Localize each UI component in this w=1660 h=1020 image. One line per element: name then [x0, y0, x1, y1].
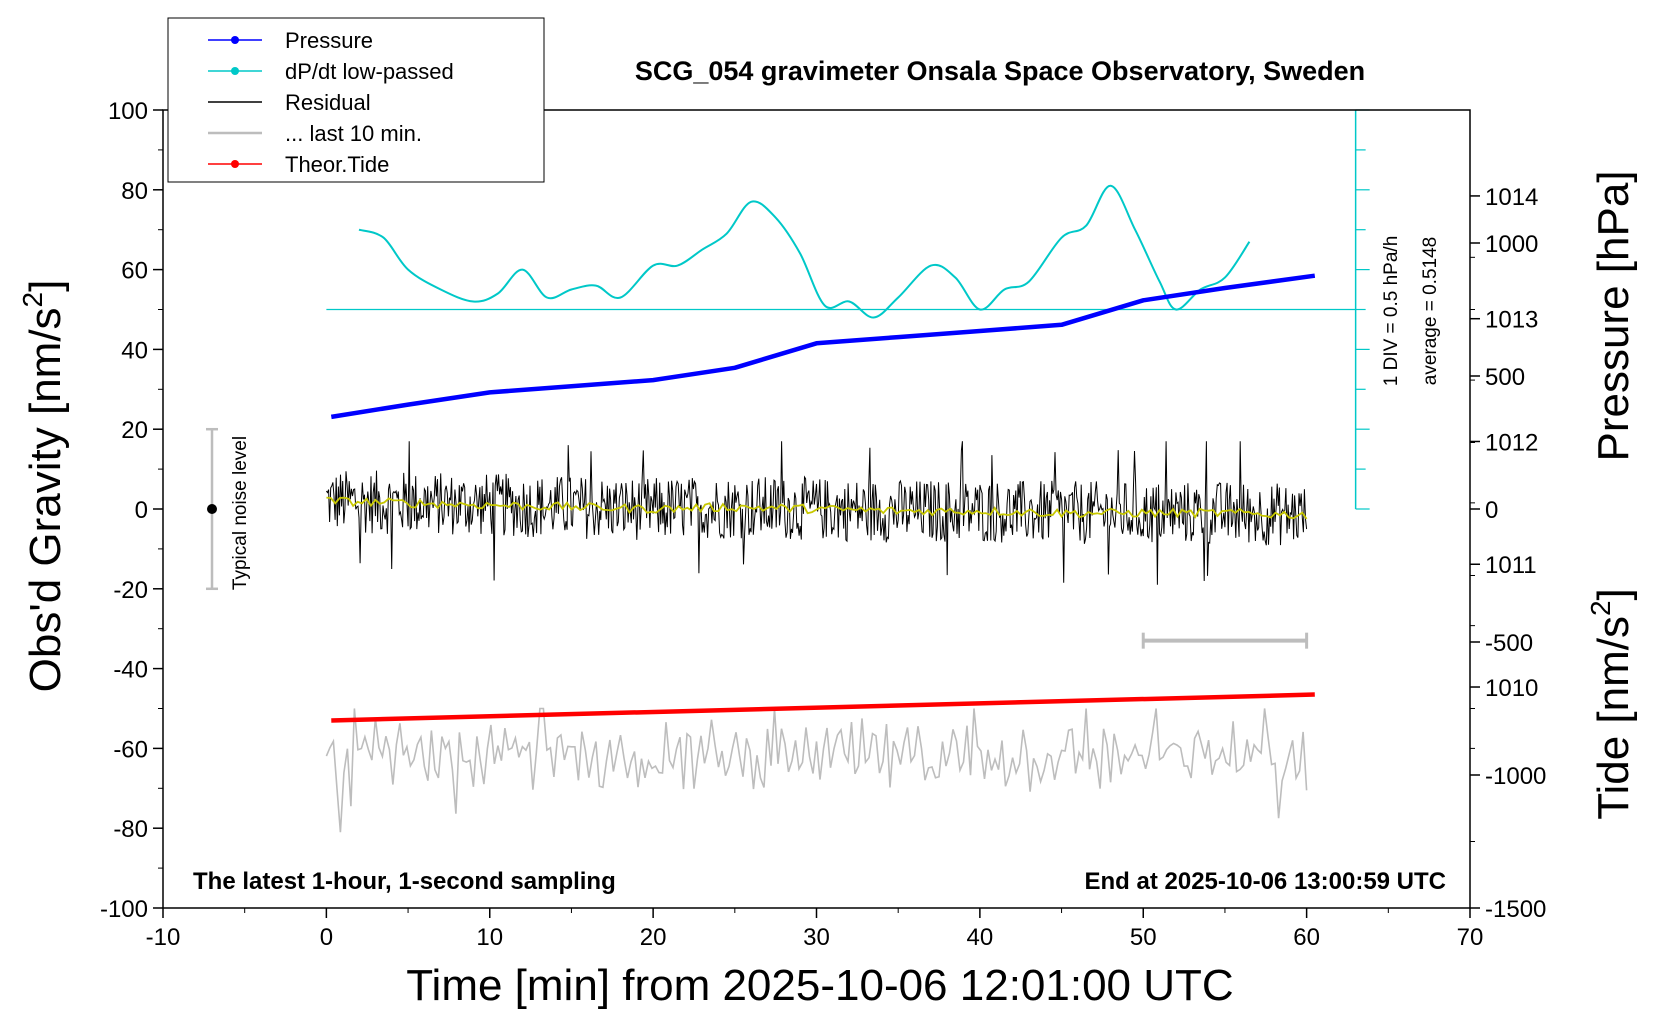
- x-tick-label: 60: [1293, 924, 1320, 951]
- tide-tick-label: 1000: [1485, 231, 1538, 258]
- last10-line: [325, 707, 1308, 833]
- tide-tick-label: -1500: [1485, 896, 1546, 923]
- x-axis-title: Time [min] from 2025-10-06 12:01:00 UTC: [406, 961, 1233, 1010]
- y-tick-label: 0: [135, 497, 148, 524]
- y-axis-title-pressure: Pressure [hPa]: [1589, 170, 1638, 461]
- legend-label: ... last 10 min.: [285, 121, 422, 146]
- dpdt-line: [358, 184, 1251, 319]
- pressure-tick-label: 1012: [1485, 429, 1538, 456]
- pressure-tick-label: 1013: [1485, 307, 1538, 334]
- noise-level-label: Typical noise level: [230, 436, 251, 590]
- legend-marker: [231, 36, 239, 44]
- legend-label: Residual: [285, 90, 371, 115]
- legend: Pressure dP/dt low-passed Residual ... last…: [167, 17, 545, 183]
- y-axis-title-left-end: ]: [21, 280, 70, 292]
- tide-tick-label: -1000: [1485, 763, 1546, 790]
- y-tick-label: -40: [113, 657, 148, 684]
- axes-layer: -10 0 10 20 30 40 50 60 70100806040200-20-40-60-…: [100, 98, 1546, 951]
- x-tick-label: 20: [640, 924, 667, 951]
- y-axis-title-tide-main: Tide [nm/s: [1589, 616, 1638, 820]
- dpdt-average-label: average = 0.5148: [1420, 237, 1441, 385]
- chart-title: SCG_054 gravimeter Onsala Space Observat…: [635, 56, 1365, 86]
- x-tick-label: 70: [1457, 924, 1484, 951]
- y-axis-title-tide: Tide [nm/s2]: [1585, 588, 1638, 820]
- legend-label: dP/dt low-passed: [285, 59, 454, 84]
- y-tick-label: 100: [108, 98, 148, 125]
- y-tick-label: 40: [121, 337, 148, 364]
- x-tick-label: 0: [320, 924, 333, 951]
- annotation-left: The latest 1-hour, 1-second sampling: [193, 868, 616, 895]
- y-axis-title-left-main: Obs'd Gravity [nm/s: [21, 307, 70, 692]
- y-tick-label: -20: [113, 577, 148, 604]
- x-tick-label: -10: [146, 924, 181, 951]
- y-tick-label: -100: [100, 896, 148, 923]
- tide-tick-label: 500: [1485, 364, 1525, 391]
- legend-label: Theor.Tide: [285, 152, 389, 177]
- y-tick-label: -80: [113, 816, 148, 843]
- y-tick-label: 80: [121, 178, 148, 205]
- x-tick-label: 30: [803, 924, 830, 951]
- tide-tick-label: 0: [1485, 497, 1498, 524]
- y-tick-label: -60: [113, 736, 148, 763]
- y-axis-title-tide-sup: 2: [1585, 600, 1616, 616]
- legend-box: [167, 17, 545, 183]
- dpdt-scale-label: 1 DIV = 0.5 hPa/h: [1381, 236, 1402, 387]
- legend-label: Pressure: [285, 28, 373, 53]
- pressure-tick-label: 1011: [1485, 552, 1537, 579]
- pressure-tick-label: 1014: [1485, 184, 1538, 211]
- tide-tick-label: -500: [1485, 630, 1533, 657]
- tide-line: [331, 692, 1315, 723]
- legend-marker: [231, 67, 239, 75]
- x-tick-label: 40: [967, 924, 994, 951]
- y-axis-title-left: Obs'd Gravity [nm/s2]: [17, 280, 70, 693]
- noise-level-center-marker: [207, 504, 218, 514]
- y-tick-label: 60: [121, 258, 148, 285]
- x-tick-label: 10: [476, 924, 503, 951]
- pressure-line: [330, 273, 1316, 420]
- series-layer: [206, 109, 1370, 833]
- residual-line: [325, 441, 1308, 585]
- x-tick-label: 50: [1130, 924, 1157, 951]
- pressure-tick-label: 1010: [1485, 675, 1538, 702]
- y-tick-label: 20: [121, 417, 148, 444]
- legend-marker: [231, 160, 239, 168]
- residual-smoothed-line: [326, 496, 1308, 520]
- y-axis-title-left-sup: 2: [17, 292, 48, 308]
- annotation-right: End at 2025-10-06 13:00:59 UTC: [1085, 868, 1447, 895]
- y-axis-title-tide-end: ]: [1589, 588, 1638, 600]
